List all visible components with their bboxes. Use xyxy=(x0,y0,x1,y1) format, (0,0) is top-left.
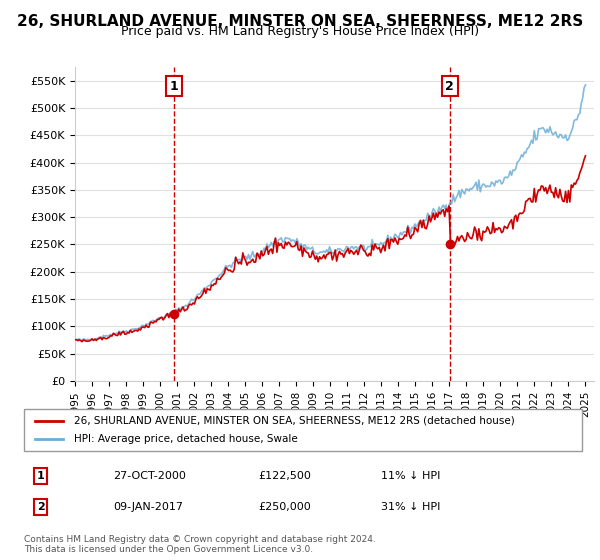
Text: 26, SHURLAND AVENUE, MINSTER ON SEA, SHEERNESS, ME12 2RS: 26, SHURLAND AVENUE, MINSTER ON SEA, SHE… xyxy=(17,14,583,29)
Text: 31% ↓ HPI: 31% ↓ HPI xyxy=(381,502,440,512)
Text: 1: 1 xyxy=(37,471,44,481)
Text: 11% ↓ HPI: 11% ↓ HPI xyxy=(381,471,440,481)
Text: 2: 2 xyxy=(445,80,454,93)
Text: 26, SHURLAND AVENUE, MINSTER ON SEA, SHEERNESS, ME12 2RS (detached house): 26, SHURLAND AVENUE, MINSTER ON SEA, SHE… xyxy=(74,416,515,426)
Text: 09-JAN-2017: 09-JAN-2017 xyxy=(113,502,183,512)
Text: £250,000: £250,000 xyxy=(259,502,311,512)
Text: 27-OCT-2000: 27-OCT-2000 xyxy=(113,471,186,481)
FancyBboxPatch shape xyxy=(24,409,582,451)
Text: Contains HM Land Registry data © Crown copyright and database right 2024.
This d: Contains HM Land Registry data © Crown c… xyxy=(24,535,376,554)
Text: Price paid vs. HM Land Registry's House Price Index (HPI): Price paid vs. HM Land Registry's House … xyxy=(121,25,479,38)
Text: HPI: Average price, detached house, Swale: HPI: Average price, detached house, Swal… xyxy=(74,434,298,444)
Text: 1: 1 xyxy=(170,80,178,93)
Text: 2: 2 xyxy=(37,502,44,512)
Text: £122,500: £122,500 xyxy=(259,471,311,481)
